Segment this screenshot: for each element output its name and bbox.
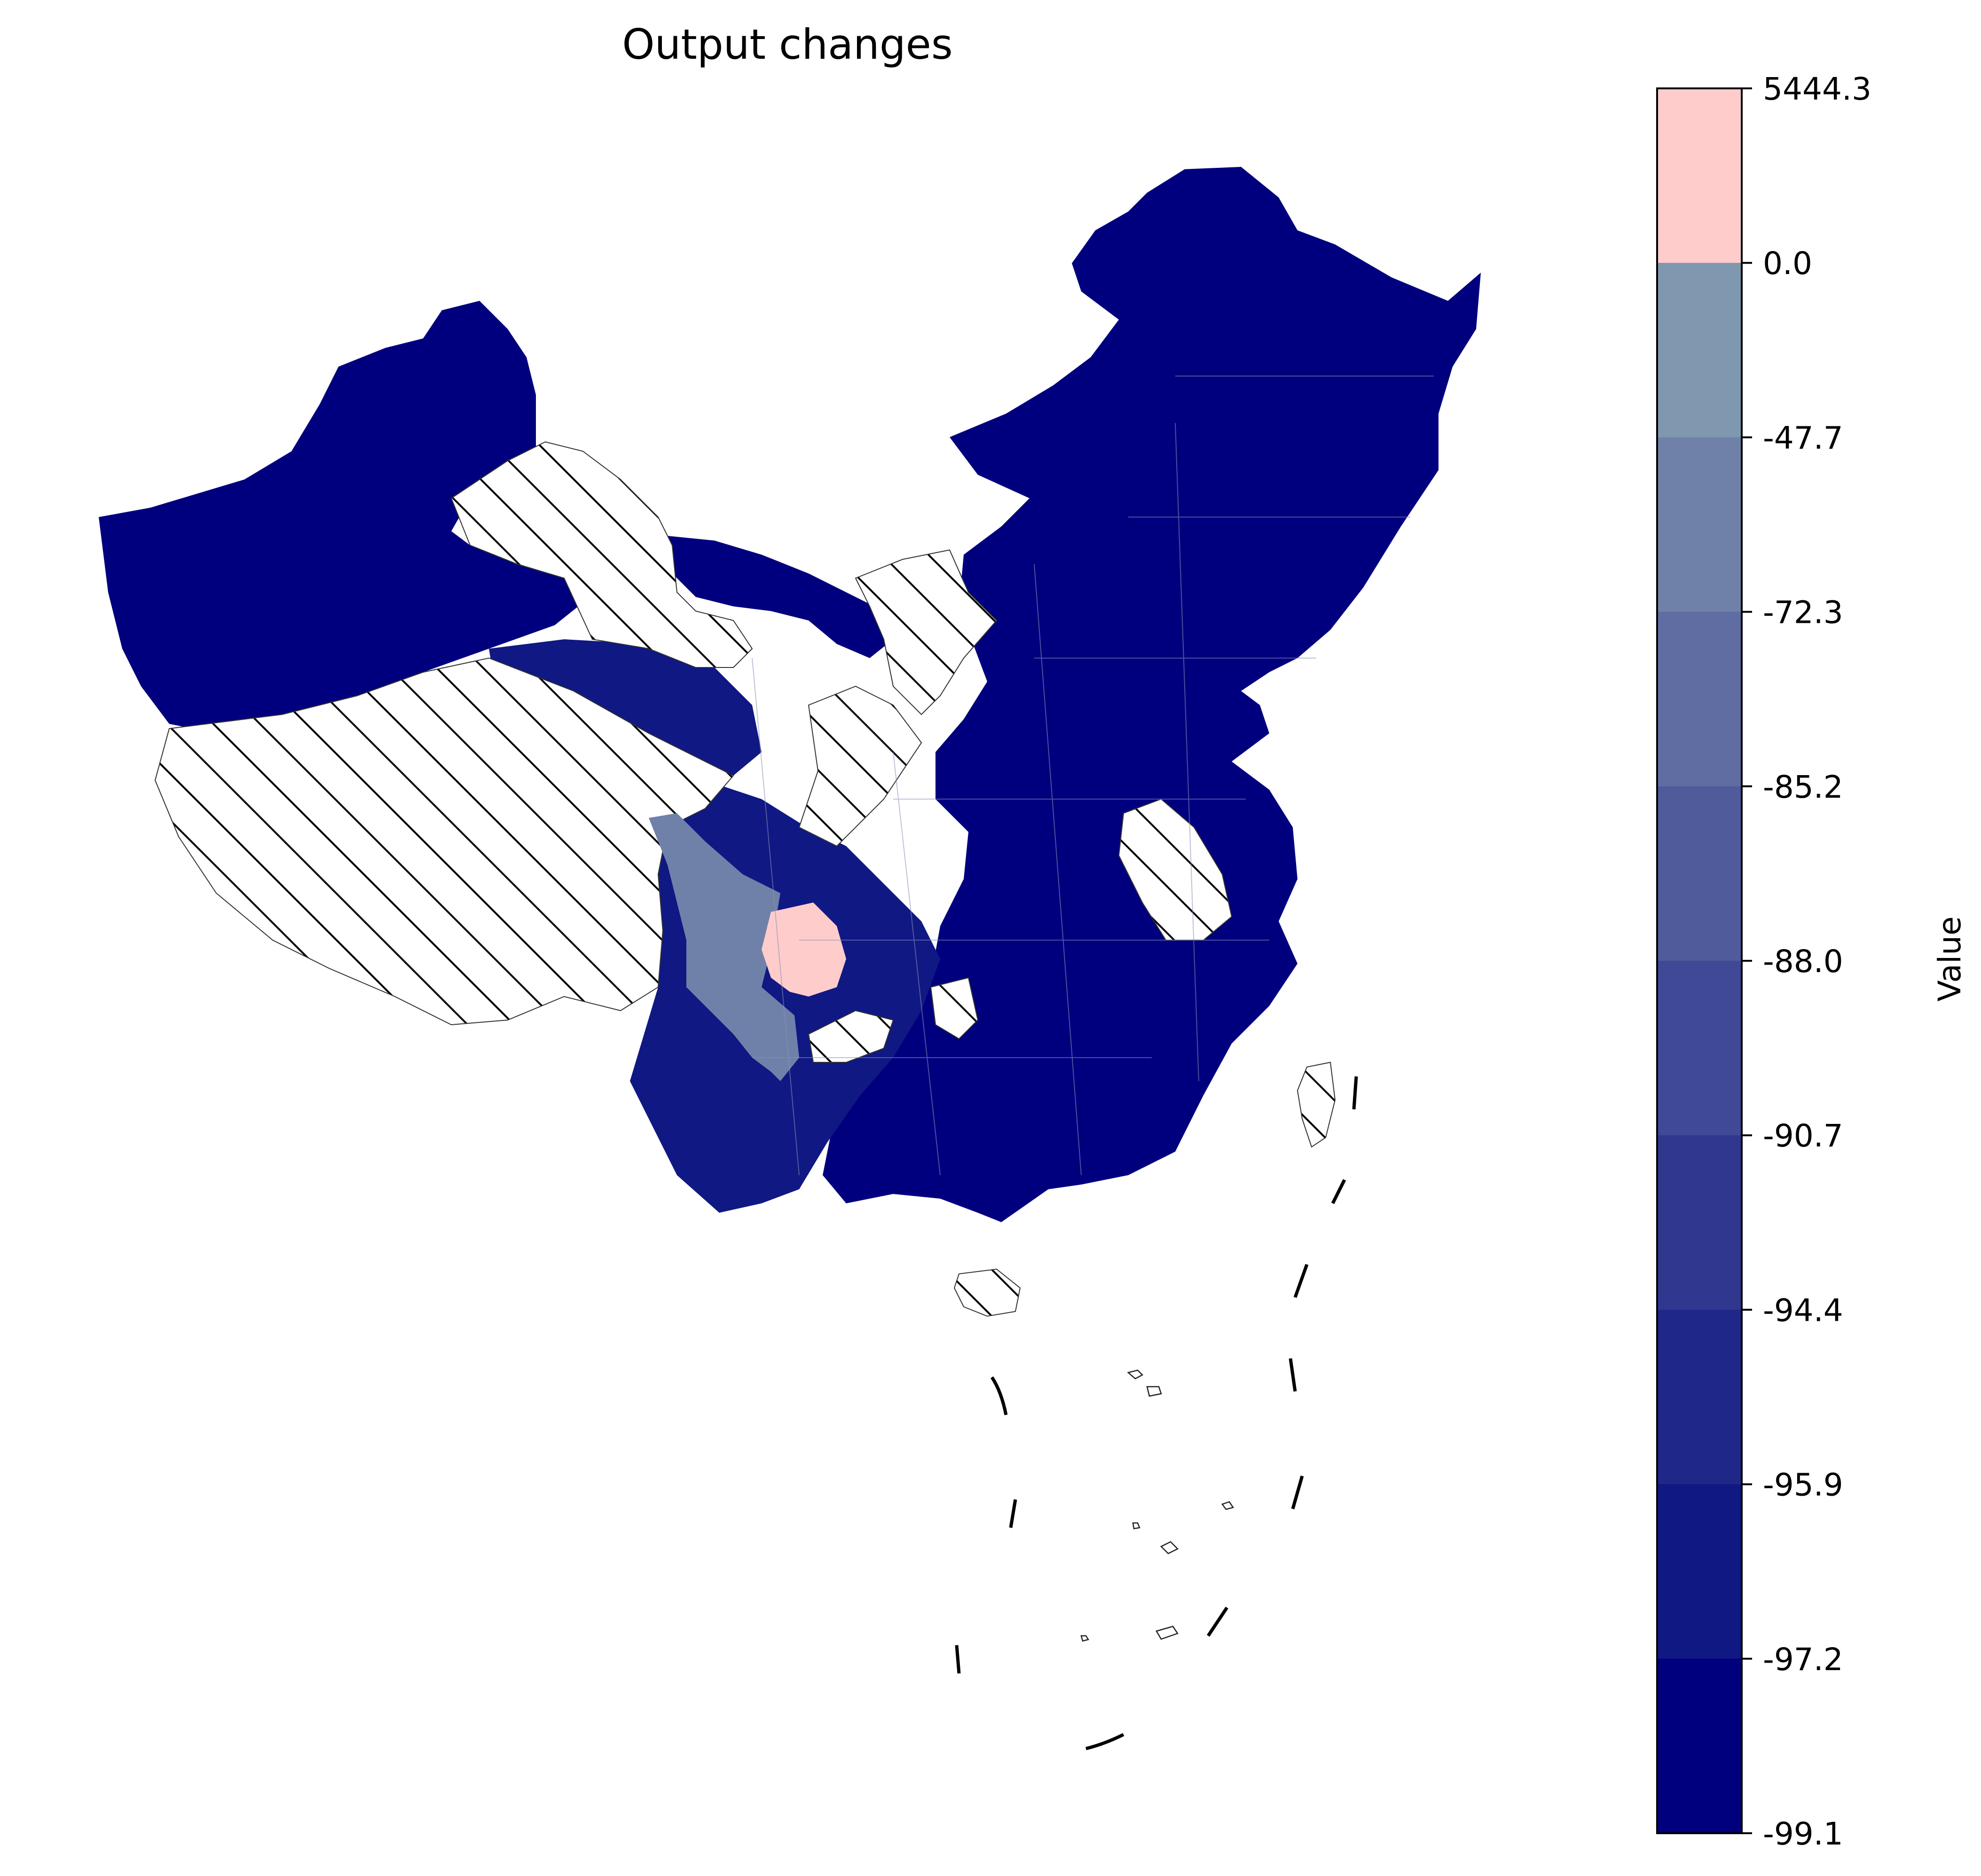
island-2 bbox=[1146, 1386, 1162, 1397]
colorbar-segment bbox=[1657, 1658, 1742, 1834]
hatch-tibet bbox=[154, 657, 734, 1026]
hatch-chongqing bbox=[930, 977, 979, 1040]
region-inner-mongolia-west bbox=[668, 536, 893, 658]
colorbar-tick-label: -88.0 bbox=[1763, 943, 1843, 980]
island-6 bbox=[1156, 1625, 1179, 1640]
hatch-anhui bbox=[1118, 798, 1233, 941]
hatch-gansu bbox=[450, 441, 753, 668]
colorbar-tick-label: -94.4 bbox=[1763, 1292, 1843, 1328]
hatch-taiwan bbox=[1297, 1061, 1336, 1148]
region-chengdu-positive bbox=[762, 903, 846, 997]
colorbar-tick-label: -72.3 bbox=[1763, 595, 1843, 631]
colorbar-tick-label: 5444.3 bbox=[1763, 71, 1871, 107]
colorbar-tick-label: -47.7 bbox=[1763, 420, 1843, 456]
region-xinjiang bbox=[99, 301, 578, 733]
nine-dash-line bbox=[955, 1076, 1358, 1750]
colorbar-segment bbox=[1657, 786, 1742, 961]
colorbar-tick-label: -97.2 bbox=[1763, 1641, 1843, 1678]
china-map bbox=[99, 167, 1481, 1750]
region-qinghai-gansu bbox=[489, 639, 762, 776]
island-3 bbox=[1160, 1541, 1179, 1554]
colorbar-label: Value bbox=[1932, 916, 1968, 1001]
colorbar-segment bbox=[1657, 961, 1742, 1136]
island-7 bbox=[1080, 1635, 1089, 1642]
colorbar-segment bbox=[1657, 437, 1742, 612]
colorbar-tick-label: -95.9 bbox=[1763, 1467, 1843, 1503]
hatch-ningxia bbox=[798, 685, 922, 847]
colorbar-tick-label: -85.2 bbox=[1763, 769, 1843, 805]
colorbar-tick-label: 0.0 bbox=[1763, 245, 1812, 282]
colorbar-segment bbox=[1657, 1135, 1742, 1310]
colorbar-segment bbox=[1657, 1310, 1742, 1485]
colorbar-segment bbox=[1657, 88, 1742, 263]
colorbar-segment bbox=[1657, 1484, 1742, 1659]
colorbar: 5444.3 0.0 -47.7 -72.3 -85.2 -88.0 -90.7 -94.4 -… bbox=[1656, 71, 1871, 1852]
island-5 bbox=[1221, 1501, 1234, 1510]
colorbar-tick-label: -99.1 bbox=[1763, 1816, 1843, 1852]
colorbar-tick-label: -90.7 bbox=[1763, 1118, 1843, 1154]
colorbar-segment bbox=[1657, 263, 1742, 438]
hatch-hainan bbox=[953, 1268, 1021, 1317]
hatch-inner-mongolia bbox=[855, 549, 998, 715]
map-title: Output changes bbox=[622, 20, 952, 69]
colorbar-segment bbox=[1657, 612, 1742, 787]
region-east-northeast bbox=[823, 167, 1481, 1222]
hatch-guizhou bbox=[808, 1010, 894, 1063]
island-4 bbox=[1132, 1522, 1140, 1530]
island-1 bbox=[1127, 1369, 1144, 1380]
region-sichuan-west bbox=[649, 813, 799, 1081]
